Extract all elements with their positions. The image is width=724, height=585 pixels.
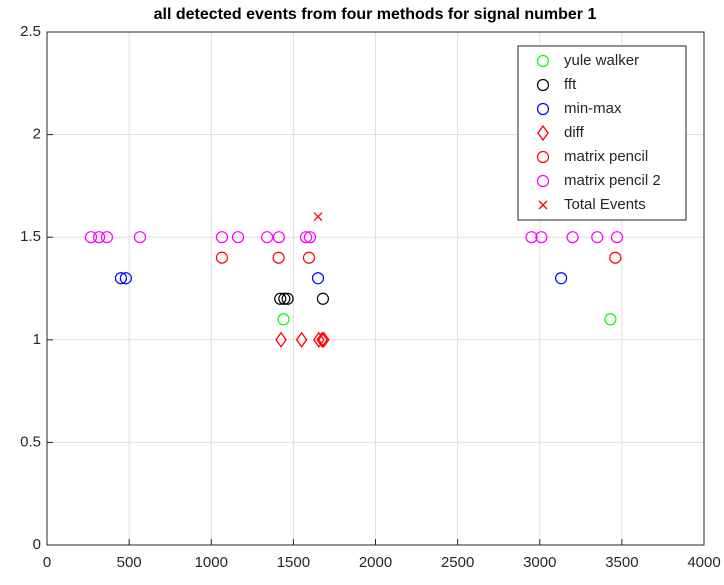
x-tick-label: 500 <box>117 554 142 571</box>
legend-label: Total Events <box>564 196 646 213</box>
x-tick-label: 1000 <box>195 554 228 571</box>
legend-marker <box>536 102 550 116</box>
marker <box>274 292 287 305</box>
marker <box>100 231 114 244</box>
marker <box>272 251 285 264</box>
marker <box>302 251 316 264</box>
marker <box>317 331 330 348</box>
marker <box>316 331 328 348</box>
legend-marker <box>536 54 550 68</box>
x-tick-label: 3500 <box>605 554 638 571</box>
legend-marker <box>536 150 550 164</box>
x-tick-label: 0 <box>43 554 51 571</box>
legend-label: fft <box>564 76 577 93</box>
y-tick-label: 0 <box>33 536 41 553</box>
marker <box>591 231 604 244</box>
legend-label: min-max <box>564 100 622 117</box>
legend-label: matrix pencil 2 <box>564 172 661 189</box>
marker <box>277 313 290 326</box>
y-tick-label: 1 <box>33 331 41 348</box>
marker <box>313 331 325 348</box>
marker <box>231 231 245 244</box>
x-tick-label: 2500 <box>441 554 474 571</box>
y-tick-label: 2 <box>33 126 41 143</box>
legend-label: yule walker <box>564 52 639 69</box>
marker <box>260 231 274 244</box>
marker <box>278 292 291 305</box>
marker <box>311 272 325 285</box>
marker <box>295 331 308 348</box>
marker <box>272 231 286 244</box>
marker <box>604 313 617 326</box>
marker <box>275 331 287 348</box>
marker <box>215 231 229 244</box>
legend-label: diff <box>564 124 585 141</box>
marker <box>313 212 323 222</box>
legend-marker <box>538 200 548 210</box>
legend-marker <box>536 174 550 188</box>
marker <box>299 231 313 244</box>
legend-box <box>517 45 687 221</box>
marker <box>114 272 128 285</box>
y-tick-label: 1.5 <box>20 228 41 245</box>
marker <box>119 272 132 285</box>
marker <box>525 231 538 244</box>
legend-label: matrix pencil <box>564 148 648 165</box>
axes-box <box>46 31 705 546</box>
marker <box>610 231 624 244</box>
x-tick-label: 2000 <box>359 554 392 571</box>
chart-title: all detected events from four methods fo… <box>154 6 597 23</box>
marker <box>92 231 106 244</box>
marker <box>566 231 579 244</box>
marker <box>609 251 622 264</box>
legend-marker <box>536 78 550 92</box>
marker <box>281 292 294 305</box>
y-tick-label: 0.5 <box>20 433 41 450</box>
x-tick-label: 1500 <box>277 554 310 571</box>
marker <box>555 272 568 285</box>
x-tick-label: 4000 <box>687 554 720 571</box>
marker <box>316 292 330 305</box>
marker <box>84 231 98 244</box>
x-tick-label: 3000 <box>523 554 556 571</box>
marker <box>133 231 147 244</box>
marker <box>535 231 548 244</box>
y-tick-label: 2.5 <box>20 23 41 40</box>
marker <box>303 231 317 244</box>
marker <box>215 251 229 264</box>
legend-marker <box>537 124 549 142</box>
